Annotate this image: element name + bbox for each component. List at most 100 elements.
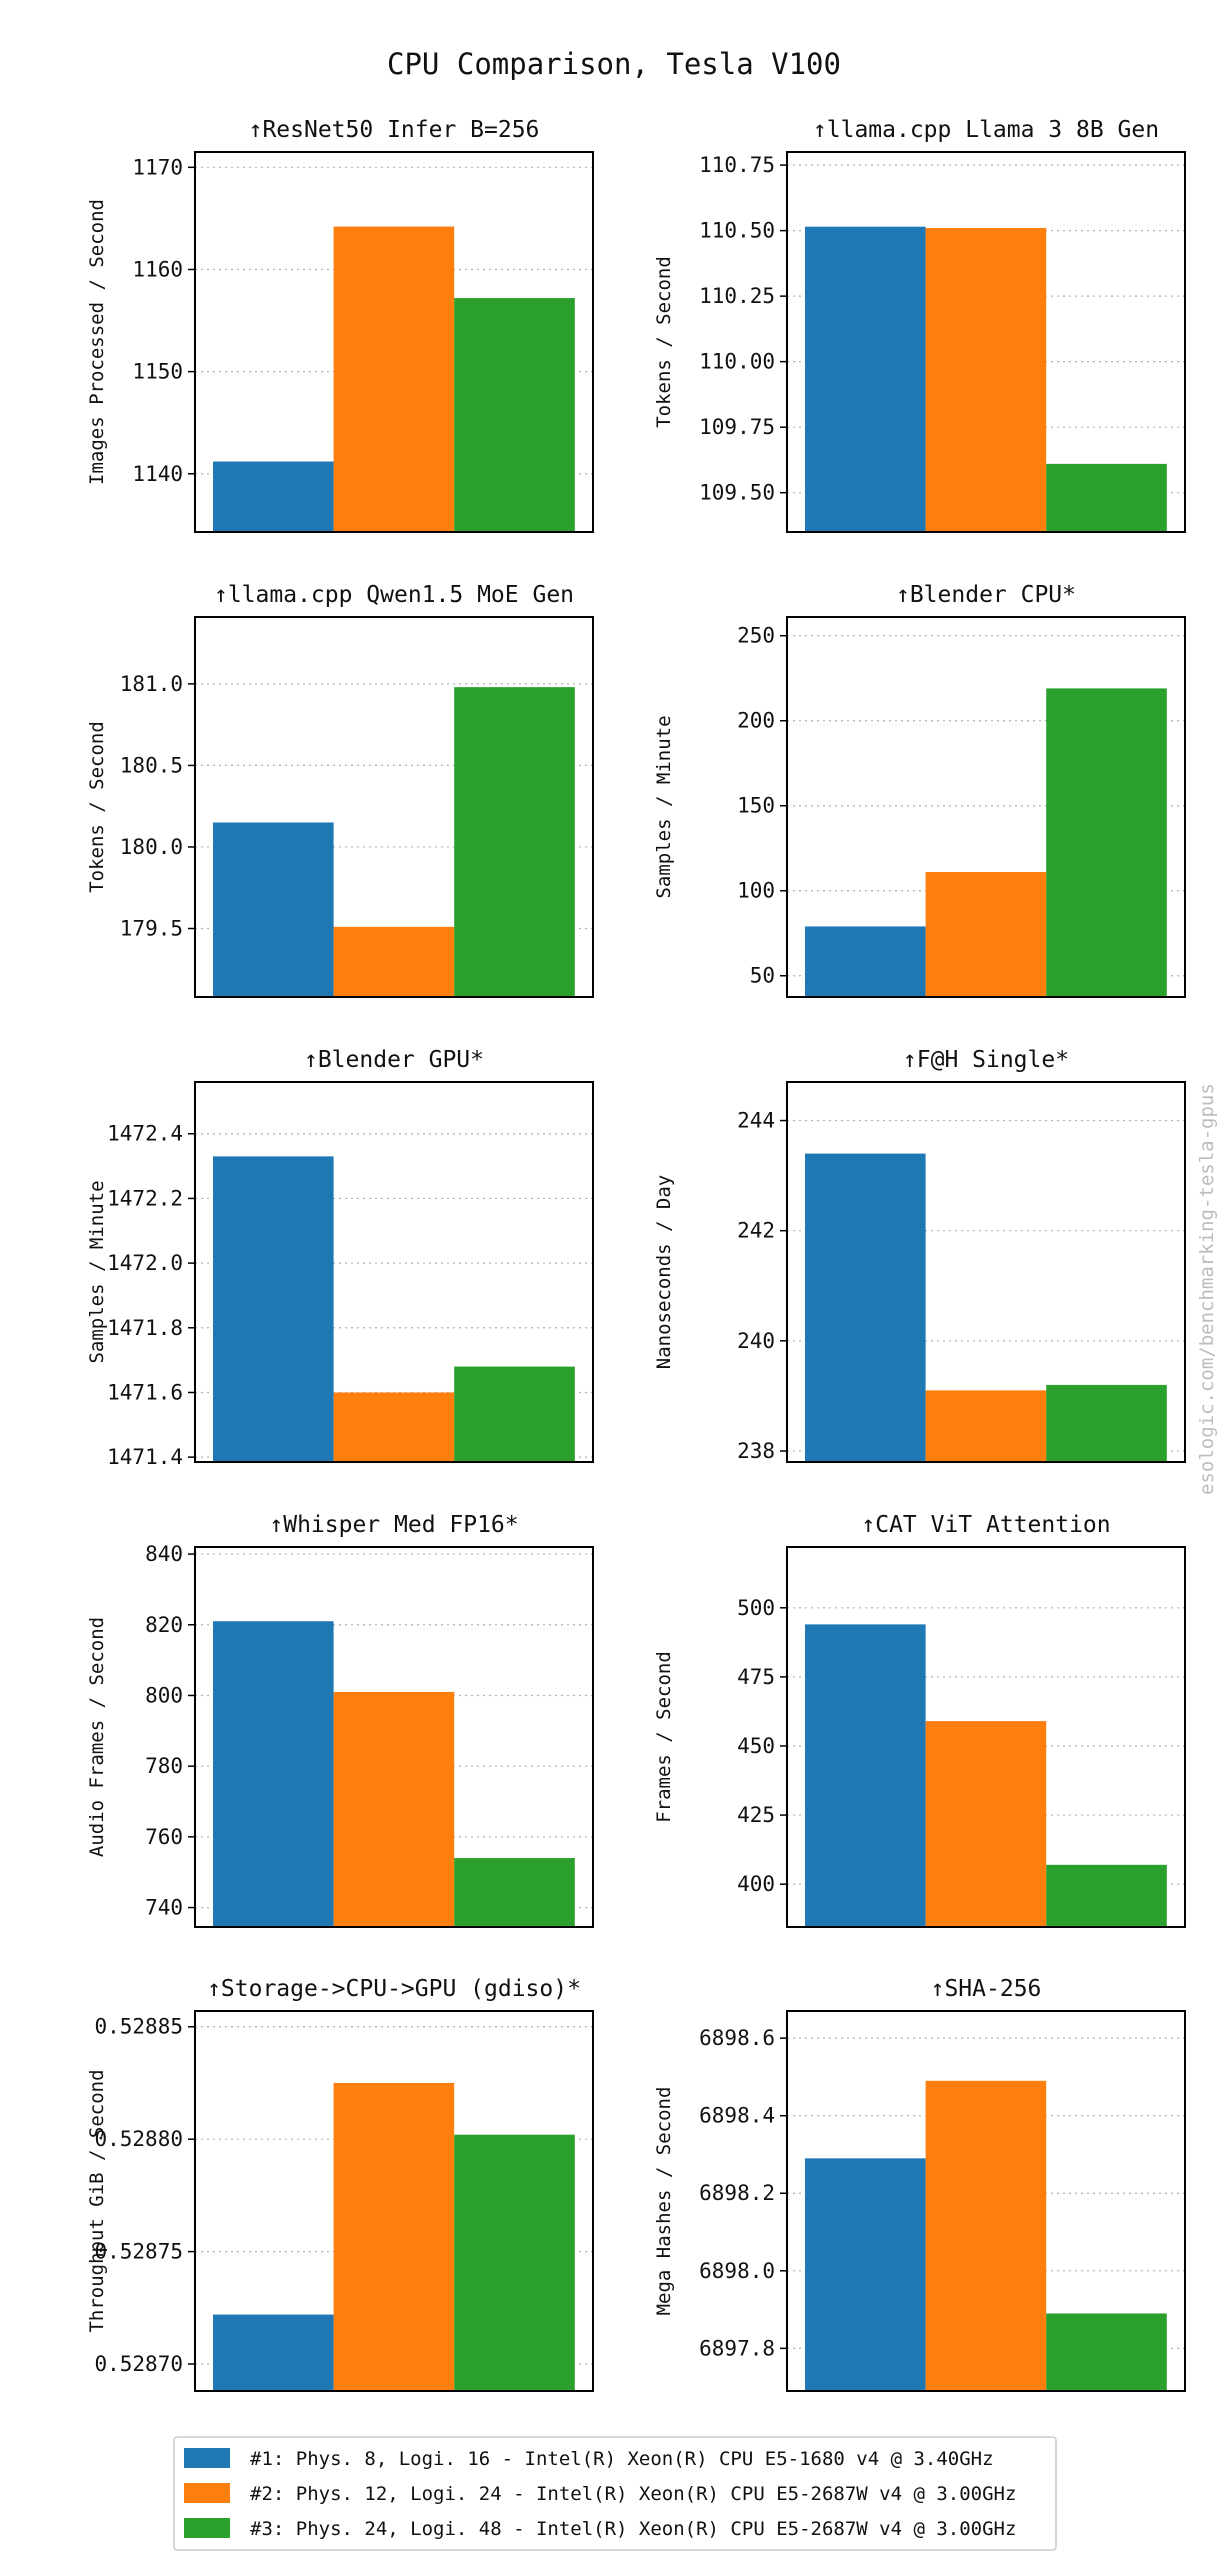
bar-5-3 — [454, 1366, 575, 1462]
y-tick-label: 6898.0 — [699, 2259, 775, 2283]
y-axis-label: Tokens / Second — [86, 721, 108, 893]
bar-10-3 — [1046, 2313, 1167, 2391]
axes-frame — [194, 151, 594, 533]
y-tick-label: 1140 — [132, 462, 183, 486]
y-axis-label: Audio Frames / Second — [86, 1617, 108, 1857]
legend-frame — [173, 2436, 1057, 2551]
legend: #1: Phys. 8, Logi. 16 - Intel(R) Xeon(R)… — [173, 2436, 1057, 2551]
bar-10-1 — [805, 2158, 926, 2391]
y-tick-label: 1160 — [132, 257, 183, 281]
y-tick-label: 475 — [737, 1665, 775, 1689]
y-axis-label: Nanoseconds / Day — [653, 1175, 675, 1369]
bar-9-1 — [213, 2314, 334, 2391]
bar-4-1 — [805, 926, 926, 997]
axes-frame — [786, 1081, 1186, 1463]
y-tick-label: 6897.8 — [699, 2336, 775, 2360]
y-tick-label: 250 — [737, 624, 775, 648]
y-tick-label: 110.50 — [699, 219, 775, 243]
bar-9-2 — [333, 2082, 455, 2391]
bar-7-3 — [454, 1858, 575, 1927]
y-tick-label: 238 — [737, 1439, 775, 1463]
chart-panel-8: 400 425 450 475 500 ↑CAT ViT Attention Frames … — [653, 1512, 1186, 1928]
chart-panel-10: 6897.8 6898.0 6898.2 6898.4 6898.6 ↑SHA-256 Me… — [653, 1976, 1186, 2392]
axes-frame — [194, 1546, 594, 1928]
figure-title: CPU Comparison, Tesla V100 — [387, 47, 841, 81]
y-tick-label: 1472.0 — [107, 1251, 183, 1275]
y-axis-label: Mega Hashes / Second — [653, 2087, 675, 2316]
y-tick-label: 100 — [737, 879, 775, 903]
bar-6-1 — [805, 1153, 926, 1462]
y-tick-label: 1471.4 — [107, 1445, 183, 1469]
bar-1-3 — [454, 298, 575, 532]
y-axis-label: Samples / Minute — [86, 1180, 108, 1363]
y-tick-label: 1472.4 — [107, 1122, 183, 1146]
legend-label-2: #2: Phys. 12, Logi. 24 - Intel(R) Xeon(R… — [250, 2483, 1016, 2505]
bar-4-3 — [1046, 688, 1167, 997]
bar-5-1 — [213, 1156, 334, 1462]
bar-7-2 — [333, 1691, 455, 1927]
bar-6-2 — [925, 1390, 1047, 1462]
chart-panel-6: 238 240 242 244 ↑F@H Single* Nanoseconds / Da… — [653, 1047, 1186, 1463]
legend-label-1: #1: Phys. 8, Logi. 16 - Intel(R) Xeon(R)… — [250, 2448, 994, 2470]
y-tick-label: 6898.4 — [699, 2104, 775, 2128]
axes-frame — [786, 616, 1186, 998]
y-tick-label: 780 — [145, 1754, 183, 1778]
bar-8-3 — [1046, 1864, 1167, 1927]
y-tick-label: 0.52880 — [94, 2127, 183, 2151]
y-tick-label: 181.0 — [120, 672, 183, 696]
y-tick-label: 110.75 — [699, 153, 775, 177]
y-tick-label: 242 — [737, 1219, 775, 1243]
y-tick-label: 244 — [737, 1109, 775, 1133]
y-axis-label: Frames / Second — [653, 1651, 675, 1823]
chart-panel-5: 1471.4 1471.6 1471.8 1472.0 1472.2 1472.4 ↑Ble… — [86, 1047, 594, 1469]
legend-swatch-1 — [184, 2448, 230, 2468]
panel-title: ↑Whisper Med FP16* — [269, 1512, 518, 1538]
bar-3-1 — [213, 822, 334, 997]
watermark-text: esologic.com/benchmarking-tesla-gpus — [1196, 1083, 1218, 1495]
bar-2-3 — [1046, 463, 1167, 532]
bar-9-3 — [454, 2134, 575, 2391]
panel-title: ↑CAT ViT Attention — [861, 1512, 1110, 1538]
axes-frame — [786, 2010, 1186, 2392]
y-tick-label: 109.75 — [699, 415, 775, 439]
panel-title: ↑Blender CPU* — [896, 582, 1076, 608]
panel-title: ↑llama.cpp Qwen1.5 MoE Gen — [214, 582, 574, 608]
bar-3-3 — [454, 687, 575, 997]
bar-8-1 — [805, 1624, 926, 1927]
chart-panel-9: 0.52870 0.52875 0.52880 0.52885 ↑Storage->CP… — [86, 1976, 594, 2392]
y-tick-label: 6898.2 — [699, 2181, 775, 2205]
bar-5-2 — [333, 1392, 455, 1462]
y-axis-label: Throughput GiB / Second — [86, 2069, 108, 2332]
panel-title: ↑SHA-256 — [931, 1976, 1042, 2002]
y-tick-label: 1150 — [132, 360, 183, 384]
y-tick-label: 0.52870 — [94, 2352, 183, 2376]
bar-7-1 — [213, 1621, 334, 1927]
y-tick-label: 200 — [737, 709, 775, 733]
legend-label-3: #3: Phys. 24, Logi. 48 - Intel(R) Xeon(R… — [250, 2518, 1016, 2540]
chart-panel-2: 109.50 109.75 110.00 110.25 110.50 110.75 ↑lla… — [653, 117, 1186, 533]
panel-title: ↑F@H Single* — [903, 1047, 1069, 1073]
y-tick-label: 760 — [145, 1825, 183, 1849]
panel-title: ↑llama.cpp Llama 3 8B Gen — [813, 117, 1159, 143]
bar-4-2 — [925, 872, 1047, 997]
y-tick-label: 840 — [145, 1542, 183, 1566]
y-tick-label: 800 — [145, 1683, 183, 1707]
y-tick-label: 179.5 — [120, 917, 183, 941]
bar-2-1 — [805, 226, 926, 533]
y-tick-label: 1170 — [132, 155, 183, 179]
y-tick-label: 109.50 — [699, 481, 775, 505]
legend-swatch-3 — [184, 2518, 230, 2538]
bar-1-2 — [333, 226, 455, 532]
y-tick-label: 740 — [145, 1896, 183, 1920]
bar-6-3 — [1046, 1384, 1167, 1462]
y-axis-label: Images Processed / Second — [86, 199, 108, 485]
chart-panel-1: 1140 1150 1160 1170 ↑ResNet50 Infer B=256 Ima… — [86, 117, 594, 533]
chart-panels: 1140 1150 1160 1170 ↑ResNet50 Infer B=256 Ima… — [86, 117, 1186, 2392]
bar-2-2 — [925, 228, 1047, 532]
y-axis-label: Tokens / Second — [653, 256, 675, 428]
panel-title: ↑Storage->CPU->GPU (gdiso)* — [207, 1976, 581, 2002]
y-tick-label: 240 — [737, 1329, 775, 1353]
y-tick-label: 500 — [737, 1596, 775, 1620]
y-tick-label: 110.25 — [699, 284, 775, 308]
